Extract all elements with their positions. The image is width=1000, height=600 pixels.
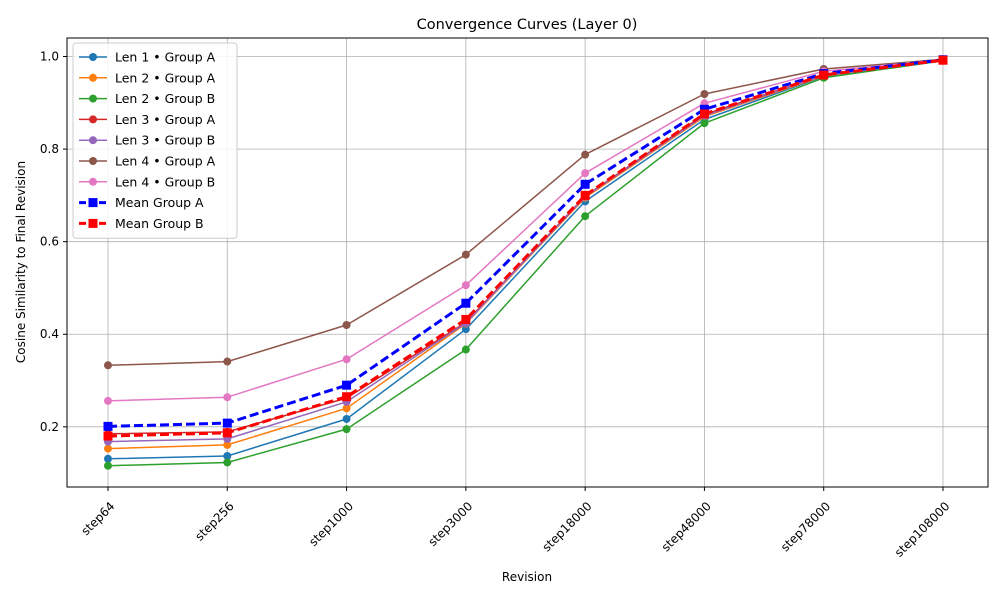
legend-label: Len 2 • Group B <box>115 91 215 106</box>
data-point <box>342 355 351 364</box>
data-point <box>342 380 352 390</box>
data-point <box>103 421 113 431</box>
legend-label: Mean Group B <box>115 216 204 231</box>
legend-marker <box>89 94 97 103</box>
data-point <box>104 444 112 453</box>
series-group <box>103 55 948 470</box>
data-point <box>103 431 113 441</box>
data-point <box>580 190 590 200</box>
series-9 <box>103 55 948 441</box>
legend-label: Mean Group A <box>115 195 204 210</box>
data-point <box>581 169 590 178</box>
series-line <box>107 59 944 460</box>
legend-label: Len 1 • Group A <box>115 50 216 65</box>
legend: Len 1 • Group A Len 2 • Group A Len 2 • Gr… <box>72 42 238 239</box>
legend-marker <box>89 53 97 61</box>
legend-item: Len 1 • Group A <box>79 50 216 65</box>
y-tick-label: 0.4 <box>40 327 59 341</box>
legend-marker <box>89 157 97 165</box>
data-point <box>104 461 112 470</box>
data-point <box>104 361 112 370</box>
legend-item: Len 3 • Group A <box>79 112 216 127</box>
legend-marker <box>88 218 98 228</box>
legend-item: Mean Group A <box>79 195 204 210</box>
legend-item: Mean Group B <box>79 216 204 231</box>
data-point <box>461 250 470 259</box>
legend-label: Len 4 • Group B <box>115 174 215 189</box>
data-point <box>223 357 232 366</box>
y-tick-label: 1.0 <box>40 50 59 64</box>
data-point <box>342 392 352 402</box>
data-point <box>222 428 232 438</box>
series-line <box>107 59 944 402</box>
data-point <box>461 325 470 334</box>
y-tick-label: 0.8 <box>40 142 59 156</box>
x-axis-label: Revision <box>502 570 552 584</box>
series-line <box>107 58 944 367</box>
legend-item: Len 2 • Group B <box>79 91 215 106</box>
legend-item: Len 4 • Group B <box>79 174 215 189</box>
data-point <box>581 150 590 159</box>
data-point <box>700 119 709 128</box>
data-point <box>699 104 709 114</box>
chart-title: Convergence Curves (Layer 0) <box>417 17 638 33</box>
legend-marker <box>89 115 97 124</box>
series-line <box>107 58 944 428</box>
data-point <box>223 393 232 402</box>
data-point <box>819 70 829 80</box>
series-7 <box>104 55 947 405</box>
data-point <box>342 414 351 423</box>
legend-marker <box>88 198 98 208</box>
data-point <box>342 404 351 413</box>
legend-marker <box>89 136 97 145</box>
data-point <box>700 90 709 99</box>
series-line <box>107 59 944 467</box>
legend-box <box>72 42 238 239</box>
data-point <box>461 281 470 290</box>
data-point <box>104 454 112 463</box>
legend-label: Len 3 • Group B <box>115 133 215 148</box>
legend-item: Len 4 • Group A <box>79 154 216 169</box>
y-axis-label: Cosine Similarity to Final Revision <box>14 161 28 363</box>
data-point <box>342 320 351 329</box>
data-point <box>938 55 948 65</box>
data-point <box>580 179 590 189</box>
legend-item: Len 3 • Group B <box>79 133 215 148</box>
legend-item: Len 2 • Group A <box>79 70 216 85</box>
y-axis-ticks: 0.2 0.4 0.6 0.8 1.0 <box>40 50 67 434</box>
y-tick-label: 0.6 <box>40 235 59 249</box>
legend-label: Len 3 • Group A <box>115 112 216 127</box>
data-point <box>104 396 112 405</box>
data-point <box>581 212 590 221</box>
data-point <box>461 298 471 308</box>
data-point <box>223 440 232 449</box>
series-line <box>107 58 944 438</box>
data-point <box>461 345 470 354</box>
data-point <box>223 451 232 460</box>
data-point <box>461 314 471 324</box>
y-tick-label: 0.2 <box>40 420 59 434</box>
legend-label: Len 2 • Group A <box>115 70 216 85</box>
data-point <box>699 109 709 119</box>
plot-frame <box>66 37 989 488</box>
legend-label: Len 4 • Group A <box>115 154 216 169</box>
data-point <box>222 418 232 428</box>
data-point <box>223 458 232 467</box>
legend-marker <box>89 73 97 82</box>
legend-marker <box>89 177 97 186</box>
data-point <box>342 425 351 434</box>
